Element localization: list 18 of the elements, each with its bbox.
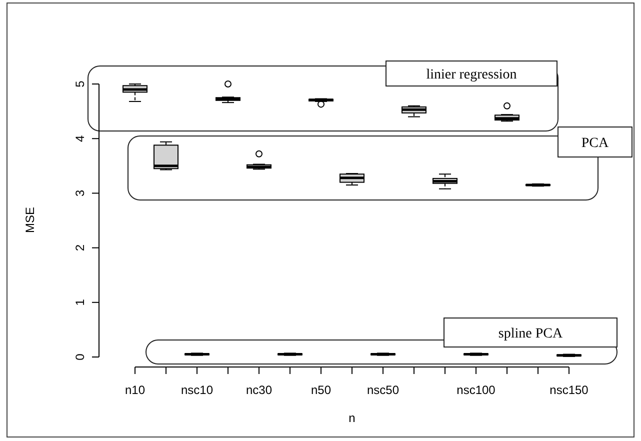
x-tick-label: nc30 — [246, 382, 272, 397]
x-axis-title: n — [348, 411, 356, 425]
annotation: PCA — [581, 136, 610, 151]
annotation: spline PCA — [498, 326, 564, 342]
y-tick-label: 3 — [73, 190, 87, 197]
x-tick-label: n50 — [310, 382, 332, 397]
x-tick-label: nsc150 — [550, 382, 589, 397]
y-axis-title: MSE — [23, 206, 37, 234]
y-tick-label: 2 — [73, 244, 87, 252]
x-tick-label: nsc50 — [366, 382, 400, 397]
text: linier regression — [426, 68, 517, 82]
x-tick-label: n10 — [124, 382, 146, 397]
y-tick-label: 4 — [73, 134, 87, 142]
x-tick-label: nsc10 — [180, 382, 214, 397]
y-tick-label: 0 — [73, 353, 87, 360]
x-tick-label: nsc100 — [456, 382, 496, 397]
y-tick-label: 5 — [73, 80, 87, 88]
y-tick-label: 1 — [73, 298, 87, 306]
